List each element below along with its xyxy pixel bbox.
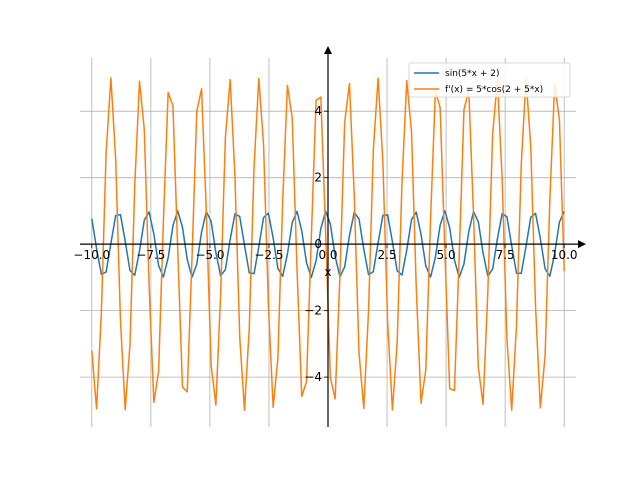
x-axis-arrow-icon	[578, 240, 586, 249]
legend-label-1: f'(x) = 5*cos(2 + 5*x)	[445, 85, 543, 95]
x-tick-label: −5.0	[195, 248, 224, 262]
y-tick-label: 4	[314, 104, 322, 118]
x-axis-label: x	[324, 265, 331, 279]
y-axis-arrow-icon	[324, 46, 332, 54]
axes	[80, 46, 586, 427]
x-tick-label: 10.0	[551, 248, 578, 262]
x-tick-label: 5.0	[437, 248, 456, 262]
y-tick-label: 0	[314, 237, 322, 251]
legend: sin(5*x + 2) f'(x) = 5*cos(2 + 5*x)	[408, 62, 571, 98]
x-tick-label: 2.5	[378, 248, 397, 262]
x-tick-label: −2.5	[254, 248, 283, 262]
ticks: −10.0 −7.5 −5.0 −2.5 0.0 2.5 5.0 7.5 10.0 −4 −2 0 2 4	[73, 104, 577, 384]
legend-box	[408, 62, 571, 98]
legend-label-0: sin(5*x + 2)	[445, 69, 499, 79]
x-tick-label: −10.0	[73, 248, 110, 262]
y-tick-label: −4	[304, 370, 322, 384]
x-tick-label: 0.0	[318, 248, 337, 262]
y-tick-label: 2	[314, 171, 322, 185]
y-tick-label: −2	[304, 304, 322, 318]
x-tick-label: −7.5	[136, 248, 165, 262]
x-tick-label: 7.5	[496, 248, 515, 262]
